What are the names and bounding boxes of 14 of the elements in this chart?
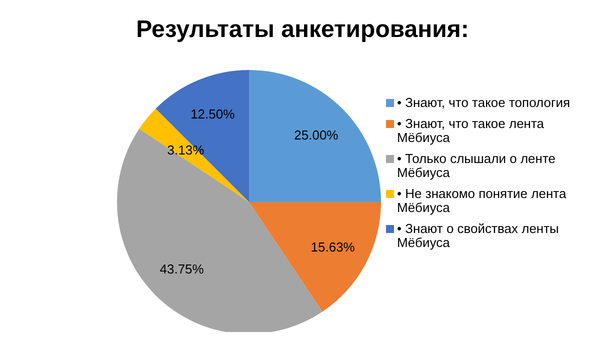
legend-label: • Только слышали о ленте Мёбиуса (397, 151, 556, 180)
chart-title: Результаты анкетирования: (135, 16, 470, 44)
data-label: 25.00% (294, 127, 339, 142)
data-label: 12.50% (190, 106, 236, 122)
pie-slice (139, 108, 249, 202)
data-label: 15.63% (310, 239, 356, 254)
legend-label: • Знают, что такое топология (397, 95, 570, 110)
pie-slice (249, 70, 381, 202)
data-label: 43.75% (160, 262, 204, 277)
legend-label: • Знают, что такое лента Мёбиуса (397, 116, 546, 145)
legend-label: • Не знакомо понятие лента Мёбиуса (397, 186, 568, 215)
pie-slice (156, 70, 249, 202)
pie-slice (249, 202, 381, 312)
legend-label: • Знают о свойствах ленты Мёбиуса (397, 221, 560, 250)
